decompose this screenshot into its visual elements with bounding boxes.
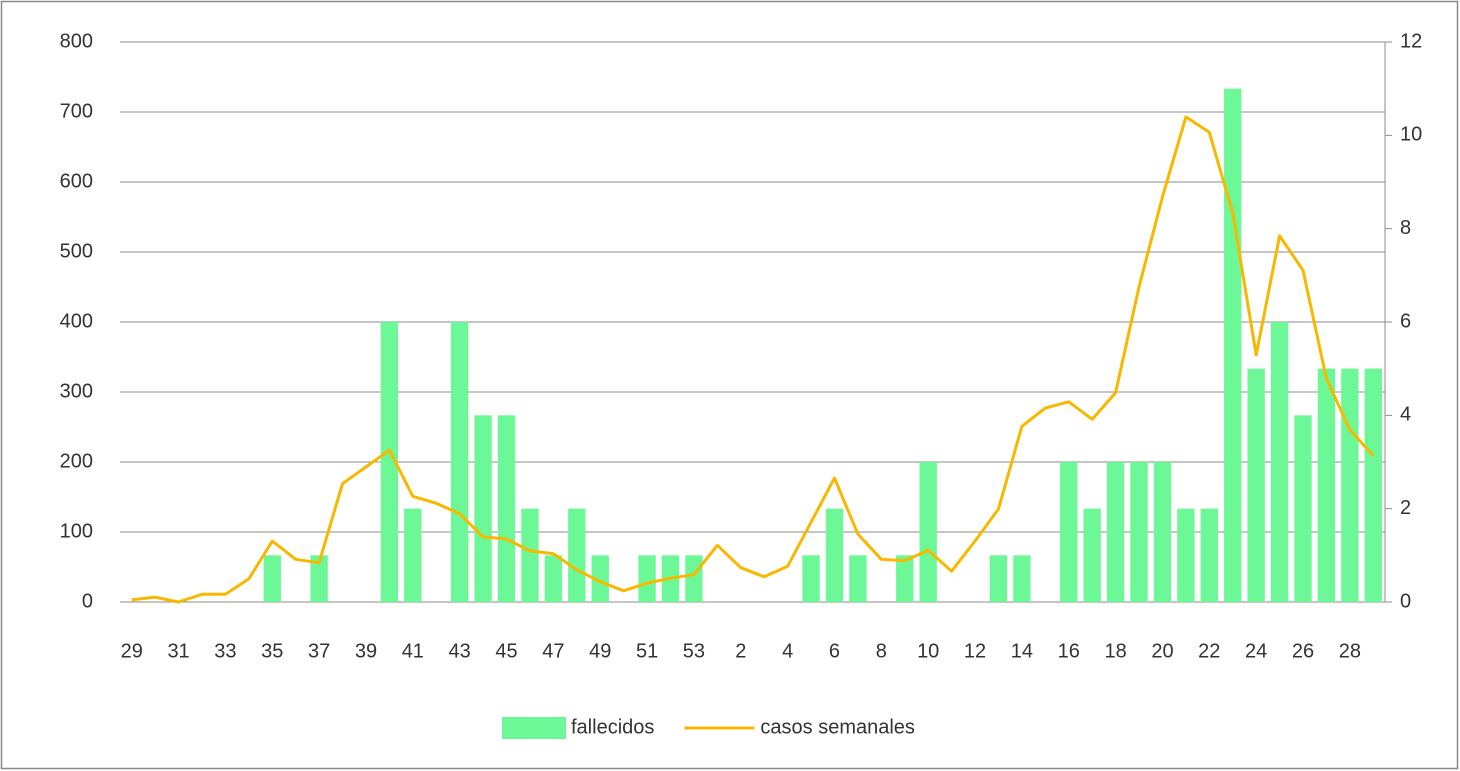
x-tick-label: 10 xyxy=(917,640,939,662)
x-tick-label: 35 xyxy=(261,640,283,662)
y-tick-label: 500 xyxy=(60,240,93,262)
bar xyxy=(1153,462,1172,602)
bar xyxy=(989,555,1008,602)
bar xyxy=(521,508,539,602)
bar xyxy=(849,555,867,602)
bar xyxy=(310,555,328,602)
legend-swatch xyxy=(502,717,566,739)
y-tick-label: 300 xyxy=(60,380,93,402)
x-tick-label: 47 xyxy=(542,640,564,662)
bar xyxy=(1224,88,1242,602)
bar xyxy=(1106,462,1125,602)
y-tick-label: 700 xyxy=(60,100,93,122)
x-tick-label: 20 xyxy=(1151,640,1173,662)
x-tick-label: 6 xyxy=(829,640,840,662)
x-tick-label: 45 xyxy=(495,640,517,662)
bar xyxy=(1013,555,1031,602)
x-tick-label: 49 xyxy=(589,640,611,662)
bar xyxy=(685,555,703,602)
bar xyxy=(404,508,422,602)
bar xyxy=(802,555,820,602)
bar xyxy=(1130,462,1148,602)
x-tick-label: 26 xyxy=(1292,640,1314,662)
legend-label: fallecidos xyxy=(571,716,654,738)
bar xyxy=(896,555,914,602)
bar xyxy=(1294,415,1312,602)
x-tick-label: 2 xyxy=(735,640,746,662)
x-tick-label: 4 xyxy=(782,640,793,662)
x-tick-label: 24 xyxy=(1245,640,1267,662)
y-tick-label: 100 xyxy=(60,520,93,542)
x-tick-label: 33 xyxy=(214,640,236,662)
y-tick-label: 400 xyxy=(60,310,93,332)
x-tick-label: 43 xyxy=(449,640,471,662)
y2-tick-label: 6 xyxy=(1400,310,1411,332)
line xyxy=(131,115,1375,604)
bar xyxy=(825,508,844,602)
bar xyxy=(497,415,516,602)
bar xyxy=(919,462,937,602)
bar xyxy=(544,555,563,602)
x-tick-label: 8 xyxy=(876,640,887,662)
x-tick-label: 16 xyxy=(1058,640,1080,662)
bar xyxy=(591,555,609,602)
bar xyxy=(1060,462,1078,602)
x-tick-label: 39 xyxy=(355,640,377,662)
y2-tick-label: 8 xyxy=(1400,217,1411,239)
x-tick-label: 37 xyxy=(308,640,330,662)
y2-tick-label: 10 xyxy=(1400,124,1422,146)
x-tick-label: 28 xyxy=(1339,640,1361,662)
y2-tick-label: 4 xyxy=(1400,404,1411,426)
y-tick-label: 800 xyxy=(60,30,93,52)
bar xyxy=(1177,508,1195,602)
y2-tick-label: 2 xyxy=(1400,497,1411,519)
bar xyxy=(1341,368,1359,602)
legend-label: casos semanales xyxy=(760,716,915,738)
bar xyxy=(1270,322,1289,602)
x-tick-label: 14 xyxy=(1011,640,1033,662)
bar xyxy=(263,555,281,602)
bar xyxy=(1083,508,1101,602)
x-tick-label: 18 xyxy=(1104,640,1126,662)
bar xyxy=(638,555,656,602)
x-tick-label: 51 xyxy=(636,640,658,662)
x-tick-label: 22 xyxy=(1198,640,1220,662)
y2-tick-label: 0 xyxy=(1400,590,1411,612)
bar xyxy=(380,322,399,602)
y-tick-label: 600 xyxy=(60,170,93,192)
x-tick-label: 29 xyxy=(121,640,143,662)
bar xyxy=(1200,508,1218,602)
y-tick-label: 0 xyxy=(82,590,93,612)
bar xyxy=(474,415,492,602)
x-tick-label: 41 xyxy=(402,640,424,662)
y2-tick-label: 12 xyxy=(1400,30,1422,52)
y-tick-label: 200 xyxy=(60,450,93,472)
x-tick-label: 12 xyxy=(964,640,986,662)
bar xyxy=(451,322,469,602)
bar xyxy=(1247,368,1265,602)
x-tick-label: 53 xyxy=(683,640,705,662)
bar xyxy=(1317,368,1336,602)
x-tick-label: 31 xyxy=(167,640,189,662)
bar xyxy=(568,508,586,602)
bar xyxy=(1364,368,1382,602)
